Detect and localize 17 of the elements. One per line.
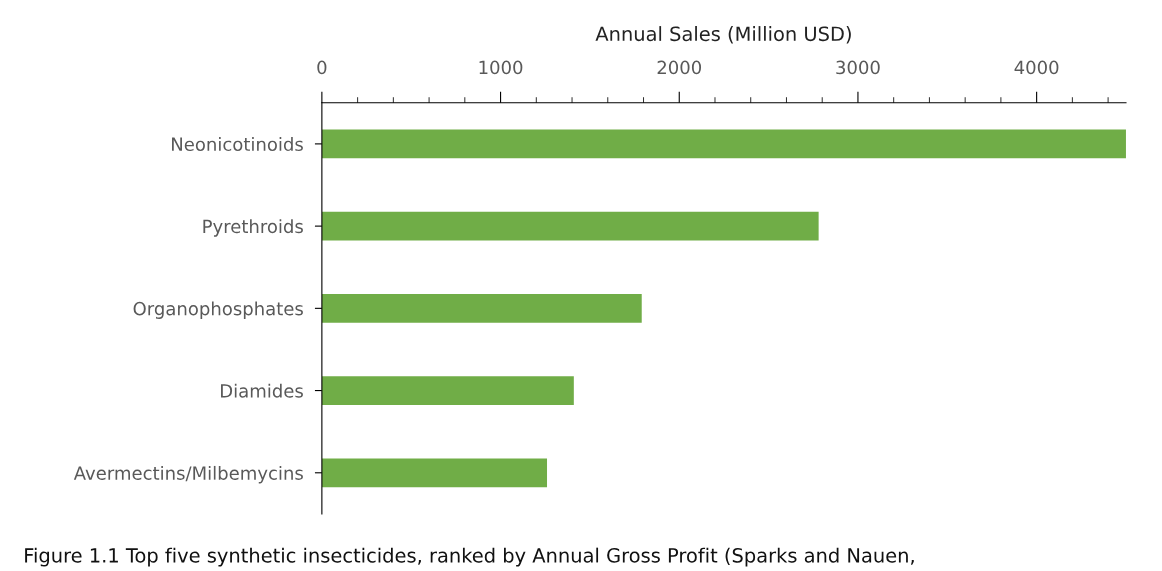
x-tick-label: 3000	[836, 60, 880, 75]
bar	[321, 293, 642, 323]
x-tick-label: 2000	[657, 60, 702, 75]
caption: Figure 1.1 Top five synthetic insecticides, ranked by Annual Gross Profit (Sparks and Nauen,	[25, 547, 914, 567]
y-tick-label: Diamides	[221, 383, 303, 398]
y-tick-label: Organophosphates	[133, 301, 303, 319]
y-tick-label: Neonicotinoids	[172, 137, 303, 152]
x-tick-label: 1000	[479, 60, 523, 75]
bar	[321, 129, 1126, 159]
y-tick-label: Pyrethroids	[203, 219, 303, 237]
bar	[321, 211, 819, 241]
x-tick-label: 4000	[1014, 60, 1059, 75]
bar	[321, 458, 548, 488]
x-axis-title: Annual Sales (Million USD)	[595, 26, 851, 44]
y-tick-label: Avermectins/Milbemycins	[73, 465, 303, 484]
bar	[321, 376, 574, 405]
x-tick-label: 0	[317, 60, 327, 75]
